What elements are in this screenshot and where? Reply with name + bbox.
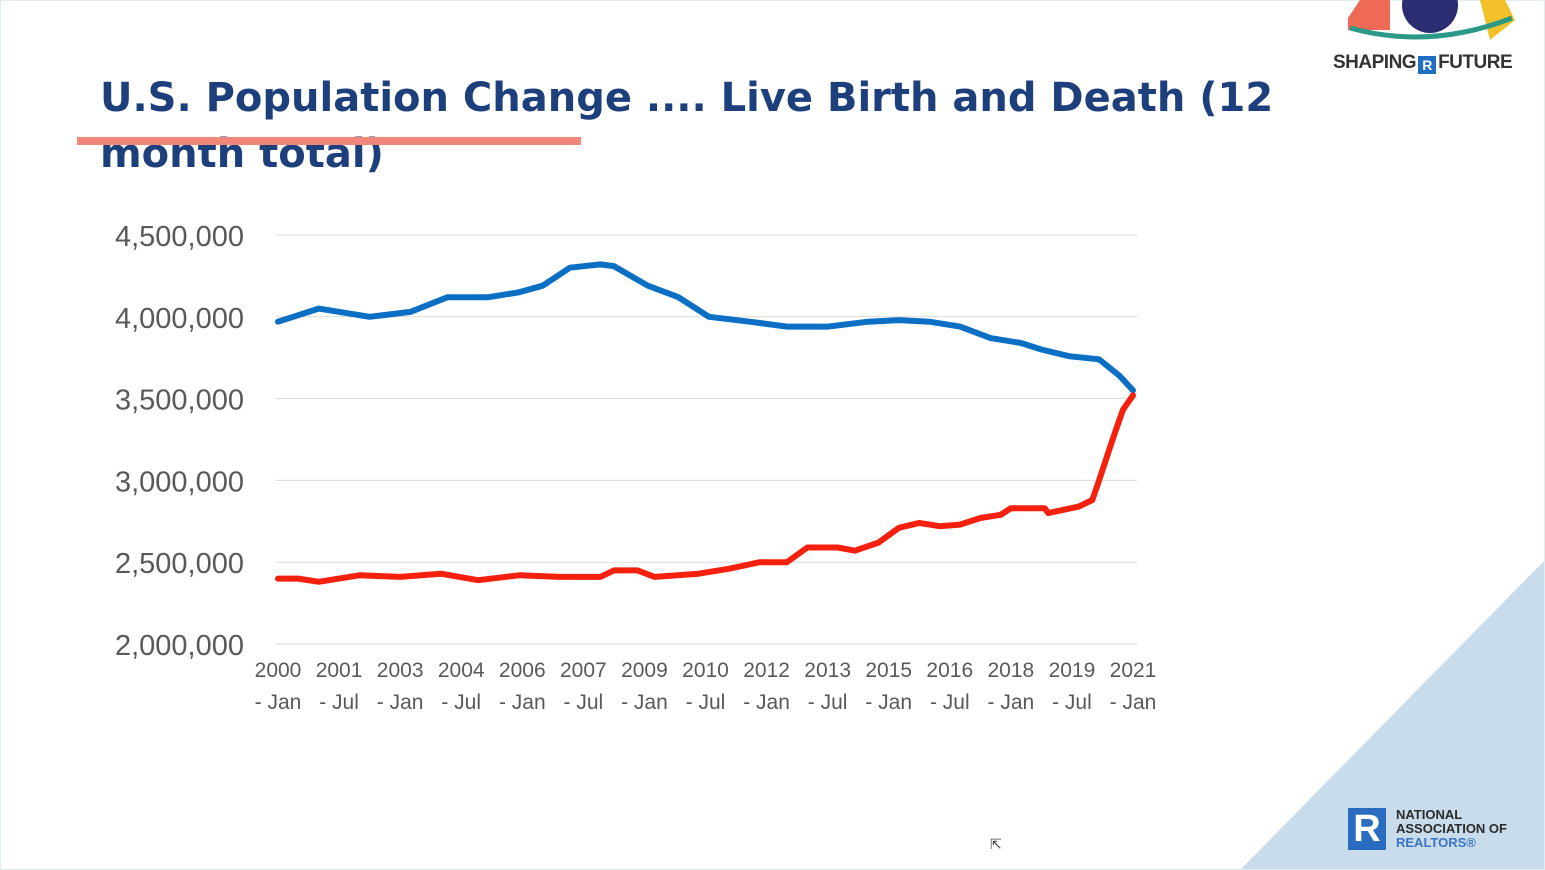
x-tick-label-month: - Jul <box>441 691 481 714</box>
y-tick-label: 3,000,000 <box>115 466 244 498</box>
shaping-future-logo: SHAPING R FUTURE <box>1333 52 1513 74</box>
x-tick-label-year: 2012 <box>743 659 790 682</box>
y-tick-label: 4,000,000 <box>115 303 244 335</box>
y-tick-label: 4,500,000 <box>115 221 244 253</box>
x-tick-label-month: - Jan <box>743 691 790 714</box>
nar-line1: NATIONAL <box>1396 807 1463 822</box>
y-tick-label: 2,000,000 <box>115 630 244 662</box>
x-tick-label-month: - Jan <box>499 691 546 714</box>
x-tick-label-year: 2007 <box>560 659 607 682</box>
x-tick-label-month: - Jan <box>377 691 424 714</box>
x-tick-label-year: 2019 <box>1049 659 1096 682</box>
mouse-cursor-icon: ⇱ <box>990 836 1002 852</box>
title-underline <box>77 137 581 145</box>
x-tick-label-year: 2015 <box>865 659 912 682</box>
x-tick-label-year: 2018 <box>987 659 1034 682</box>
x-tick-label-year: 2006 <box>499 659 546 682</box>
x-tick-label-year: 2021 <box>1110 659 1157 682</box>
nar-logo: R NATIONAL ASSOCIATION OF REALTORS® <box>1348 808 1507 850</box>
logo-text-left: SHAPING <box>1333 52 1417 73</box>
x-tick-label-month: - Jul <box>1052 691 1092 714</box>
x-tick-label-month: - Jan <box>1110 691 1157 714</box>
x-tick-label-year: 2000 <box>255 659 302 682</box>
x-tick-label-month: - Jul <box>930 691 970 714</box>
nar-line2: ASSOCIATION OF <box>1396 821 1507 836</box>
x-tick-label-month: - Jan <box>865 691 912 714</box>
shaping-future-logo-graphic <box>1348 0 1515 40</box>
y-tick-label: 3,500,000 <box>115 385 244 417</box>
slide-title: U.S. Population Change .... Live Birth a… <box>100 75 1274 177</box>
x-tick-label-month: - Jul <box>564 691 604 714</box>
x-tick-label-year: 2009 <box>621 659 668 682</box>
y-tick-label: 2,500,000 <box>115 548 244 580</box>
x-tick-label-year: 2001 <box>316 659 363 682</box>
x-tick-label-month: - Jan <box>621 691 668 714</box>
x-tick-label-year: 2004 <box>438 659 485 682</box>
x-tick-label-month: - Jul <box>808 691 848 714</box>
series-line-2 <box>275 392 1136 585</box>
x-tick-label-year: 2016 <box>926 659 973 682</box>
realtor-r-logo-icon: R <box>1348 808 1386 850</box>
series-line-1 <box>275 261 1136 394</box>
x-tick-label-year: 2003 <box>377 659 424 682</box>
logo-text-right: FUTURE <box>1438 52 1513 73</box>
realtor-r-icon: R <box>1418 56 1437 74</box>
nar-line3: REALTORS® <box>1396 835 1476 850</box>
x-tick-label-month: - Jan <box>255 691 302 714</box>
corner-triangle <box>1240 560 1545 870</box>
x-tick-label-month: - Jul <box>319 691 359 714</box>
x-tick-label-year: 2013 <box>804 659 851 682</box>
x-tick-label-month: - Jan <box>988 691 1035 714</box>
x-tick-label-year: 2010 <box>682 659 729 682</box>
x-tick-label-month: - Jul <box>686 691 726 714</box>
